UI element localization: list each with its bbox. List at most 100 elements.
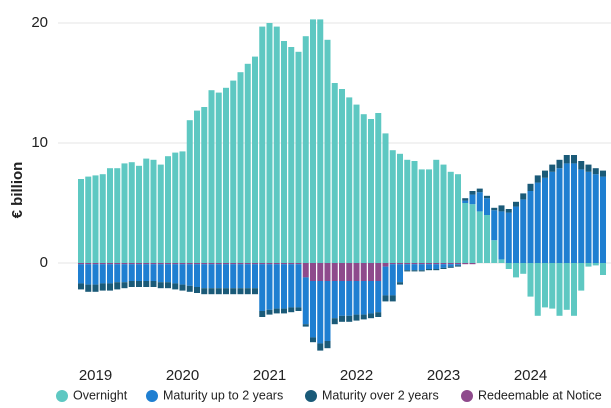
bar-segment [447,171,454,263]
legend-marker [461,390,473,402]
bar-segment [505,209,512,213]
bar-segment [128,281,135,287]
bar-segment [310,263,316,281]
bar-segment [339,281,345,316]
bar-segment [440,164,447,263]
bar-segment [107,264,113,284]
bar-segment [310,281,316,338]
bar-segment [491,210,498,241]
bar-segment [186,285,193,292]
legend-marker [305,390,317,402]
bar-segment [331,263,338,281]
bar-segment [172,263,179,265]
bar-segment [266,23,273,263]
bar-segment [150,281,157,287]
x-tick-label: 2019 [79,367,112,384]
bar-segment [201,264,208,289]
bar-segment [121,163,128,263]
bar-segment [455,263,461,265]
bar-segment [121,264,128,283]
bar-segment [368,119,374,263]
bar-segment [397,263,403,265]
bar-segment [324,281,331,341]
bar-segment [513,201,519,207]
bar-segment [346,281,353,316]
bar-segment [157,263,164,265]
bar-segment [411,270,418,272]
x-tick-label: 2021 [253,367,286,384]
bar-segment [375,312,382,317]
bar-segment [339,315,345,322]
bar-segment [143,263,150,265]
bar-segment [157,282,164,289]
bar-segment [317,263,324,281]
bar-segment [121,282,128,289]
bar-segment [484,215,490,263]
bar-segment [389,263,396,265]
y-tick-label: 10 [31,134,48,151]
legend-marker [146,390,158,402]
bar-segment [426,264,432,269]
bar-segment [295,51,302,263]
bar-segment [360,263,367,281]
bar-segment [433,269,440,271]
bar-segment [447,266,454,268]
bar-segment [411,264,418,271]
bar-segment [324,263,331,281]
bar-segment [549,263,556,309]
bar-segment [92,284,99,292]
bar-segment [491,207,498,211]
bar-segment [273,264,280,309]
bar-segment [592,263,599,266]
bar-segment [252,264,258,289]
bar-segment [556,168,563,263]
bar-segment [360,314,367,320]
bar-segment [128,162,135,263]
bar-segment [426,169,432,263]
bar-segment [404,159,411,263]
bar-segment [513,263,519,278]
bar-segment [556,263,563,316]
bar-segment [455,265,461,267]
bar-segment [353,314,360,321]
bar-segment [418,264,425,271]
bar-segment [266,263,273,265]
bar-segment [339,89,345,263]
bar-segment [230,264,237,289]
bar-segment [592,168,599,175]
bar-segment [136,263,142,265]
bar-segment [208,288,215,295]
bar-segment [208,264,215,289]
bar-segment [114,282,121,290]
bar-segment [223,288,229,295]
bar-segment [368,281,374,314]
bar-segment [527,191,534,263]
bar-segment [288,263,295,265]
bar-segment [252,263,258,265]
bar-segment [281,308,287,314]
legend-label: Overnight [73,388,128,402]
bar-segment [549,171,556,263]
bar-segment [346,315,353,322]
bar-segment [469,194,476,205]
bar-segment [389,150,396,263]
bar-segment [244,63,251,263]
bar-segment [244,264,251,289]
bar-segment [288,307,295,313]
bar-segment [208,263,215,265]
bar-segment [317,343,324,351]
bar-segment [440,267,447,269]
bar-segment [215,92,222,263]
bar-segment [157,264,164,283]
bar-segment [324,341,331,349]
bar-segment [165,264,171,283]
bar-segment [469,204,476,263]
bar-segment [244,263,251,265]
bar-segment [85,176,92,263]
bar-segment [375,281,382,313]
bar-segment [99,264,106,284]
bar-segment [215,288,222,295]
bar-segment [266,264,273,310]
bar-segment [237,264,244,289]
